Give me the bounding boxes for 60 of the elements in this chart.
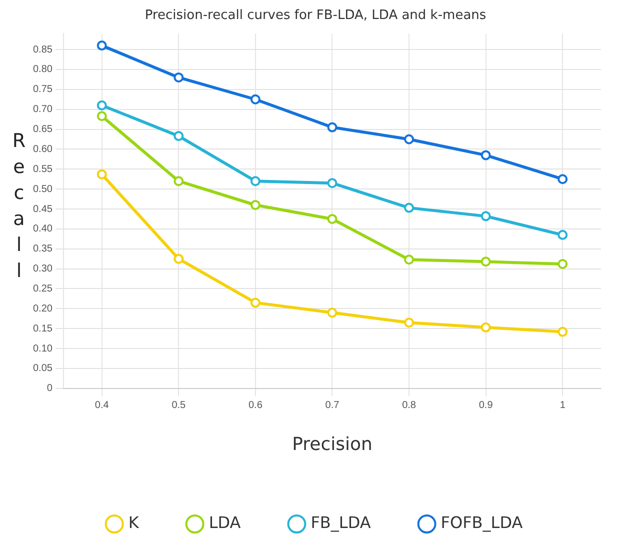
point	[96, 40, 107, 51]
point	[480, 211, 491, 222]
x-tick-label: 0.5	[172, 400, 186, 412]
y-tick-label: 0.05	[32, 363, 53, 374]
y-tick-label: 0.35	[32, 244, 53, 255]
point	[327, 214, 338, 224]
point	[558, 326, 568, 337]
y-tick-label: 0.65	[32, 124, 53, 136]
point	[174, 254, 184, 264]
point	[327, 178, 338, 188]
point	[174, 72, 184, 82]
point	[480, 322, 491, 332]
point	[174, 176, 184, 186]
point	[174, 131, 184, 142]
y-tick-label: 0.20	[32, 303, 53, 314]
legend-label: K	[128, 513, 140, 532]
point	[480, 150, 491, 160]
point	[558, 259, 568, 270]
y-tick-label: 0.30	[32, 264, 53, 275]
point	[404, 134, 414, 144]
point	[327, 122, 338, 132]
y-tick-label: 0.10	[32, 343, 53, 354]
x-tick-label: 0.4	[94, 400, 110, 412]
x-tick-label: 0.9	[478, 400, 494, 412]
y-tick-label: 0	[46, 383, 53, 394]
y-tick-label: 0.15	[32, 323, 53, 334]
legend-label: FB_LDA	[310, 513, 371, 532]
x-tick-label: 0.7	[325, 400, 340, 412]
point	[404, 318, 414, 328]
y-axis-title: Recall	[8, 130, 30, 286]
chart-title: Precision-recall curves for FB-LDA, LDA and k-means	[144, 8, 486, 24]
point	[96, 169, 107, 180]
point	[250, 94, 260, 104]
x-tick-label: 0.6	[248, 400, 263, 412]
y-tick-label: 0.55	[32, 164, 53, 175]
point	[96, 100, 107, 110]
point	[480, 256, 491, 267]
legend-label: FOFB_LDA	[440, 513, 523, 532]
point	[404, 254, 414, 265]
y-tick-label: 0.85	[32, 44, 53, 56]
point	[558, 174, 568, 184]
point	[327, 308, 338, 318]
x-tick-label: 1	[560, 400, 566, 412]
y-tick-label: 0.40	[32, 224, 53, 235]
point	[404, 202, 414, 213]
point	[250, 298, 260, 308]
y-tick-label: 0.60	[32, 144, 53, 155]
y-tick-label: 0.75	[32, 84, 53, 96]
y-tick-label: 0.50	[32, 184, 53, 195]
legend-label: LDA	[208, 513, 241, 532]
point	[558, 230, 568, 240]
point	[250, 200, 260, 210]
y-tick-label: 0.80	[32, 64, 53, 76]
point	[250, 176, 260, 186]
y-tick-label: 0.70	[32, 104, 53, 116]
y-tick-label: 0.25	[32, 283, 53, 294]
point	[96, 111, 107, 122]
y-tick-label: 0.45	[32, 204, 53, 215]
x-axis-title: Precision	[292, 434, 372, 455]
x-tick-label: 0.8	[402, 400, 416, 412]
